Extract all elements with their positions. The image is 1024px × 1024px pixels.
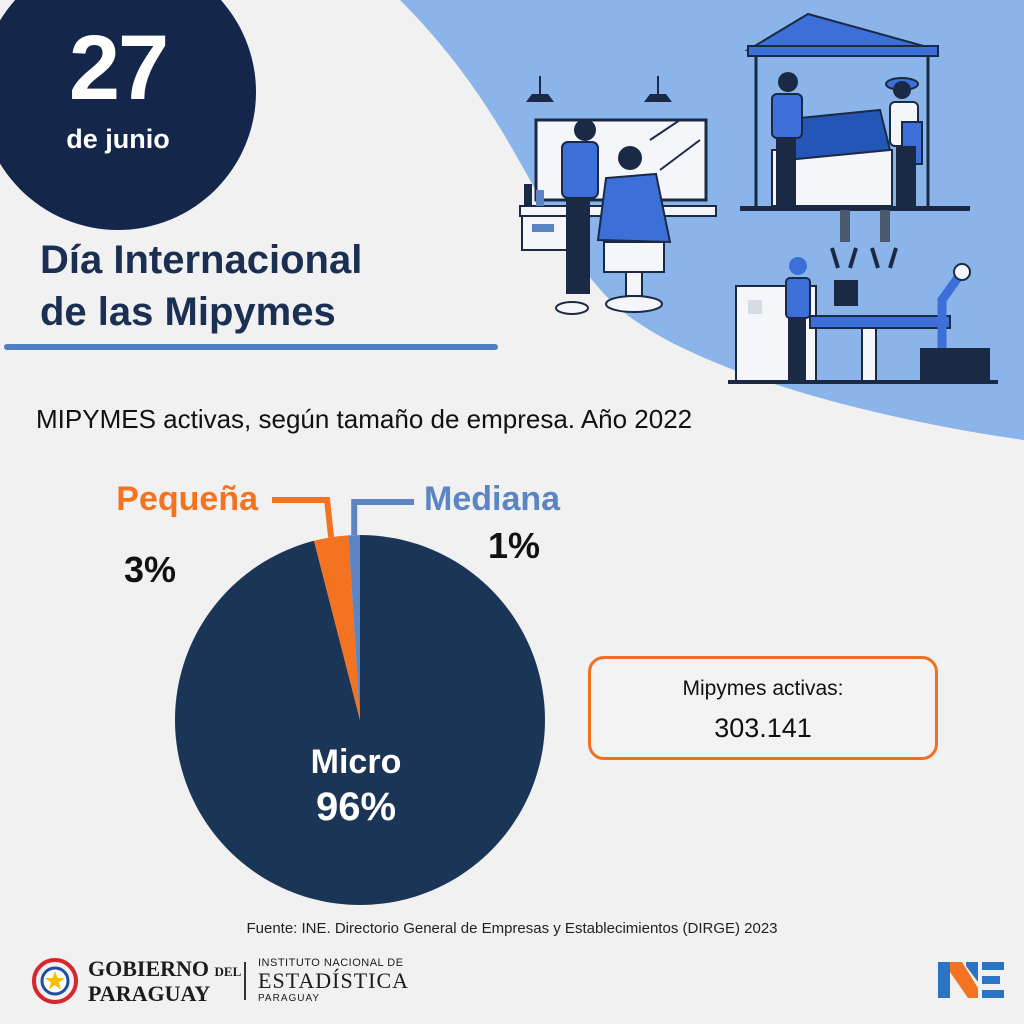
page-title: Día Internacional de las Mipymes	[40, 234, 362, 338]
ine-logo-text: INSTITUTO NACIONAL DE ESTADÍSTICA PARAGU…	[258, 957, 409, 1004]
gov-line1: GOBIERNO	[88, 956, 210, 981]
category-label-mediana: Mediana	[424, 480, 561, 518]
pie-slice-mediana	[348, 535, 360, 720]
leader-line-pequena	[272, 497, 335, 538]
value-label-mediana: 1%	[488, 525, 540, 566]
date-day: 27	[68, 17, 169, 119]
ne-logo-icon	[938, 962, 1004, 998]
pie-slice-micro	[174, 535, 545, 905]
value-label-micro: 96%	[316, 785, 396, 829]
pie-chart: Micro 96% Pequeña 3% Mediana 1%	[116, 480, 561, 905]
gov-logo-text: GOBIERNO DEL PARAGUAY	[88, 958, 241, 1005]
category-label-micro: Micro	[311, 743, 402, 781]
value-label-pequena: 3%	[124, 549, 176, 590]
total-box: Mipymes activas: 303.141	[588, 656, 938, 760]
source-note: Fuente: INE. Directorio General de Empre…	[246, 920, 778, 937]
leader-line-mediana	[351, 499, 414, 536]
category-label-pequena: Pequeña	[116, 480, 259, 518]
title-underline	[4, 344, 498, 350]
total-value: 303.141	[714, 713, 812, 743]
ine-line3: PARAGUAY	[258, 993, 321, 1004]
gov-line2: PARAGUAY	[88, 981, 211, 1006]
pie-slice-pequena	[313, 535, 360, 720]
page-title-line2: de las Mipymes	[40, 290, 336, 334]
gov-del: DEL	[214, 964, 242, 979]
market-stall-illustration	[740, 12, 970, 211]
date-circle	[0, 0, 256, 230]
ine-line1: INSTITUTO NACIONAL DE	[258, 957, 404, 969]
page-title-line1: Día Internacional	[40, 238, 363, 282]
barber-shop-illustration	[519, 76, 717, 315]
total-label: Mipymes activas:	[682, 677, 844, 700]
gov-seal-icon	[32, 958, 78, 1004]
date-month: de junio	[66, 124, 170, 154]
chart-title: MIPYMES activas, según tamaño de empresa…	[36, 404, 693, 434]
logo-divider	[244, 962, 246, 1000]
business-illustration	[519, 12, 998, 384]
ine-line2: ESTADÍSTICA	[258, 968, 410, 993]
factory-illustration	[728, 210, 998, 384]
